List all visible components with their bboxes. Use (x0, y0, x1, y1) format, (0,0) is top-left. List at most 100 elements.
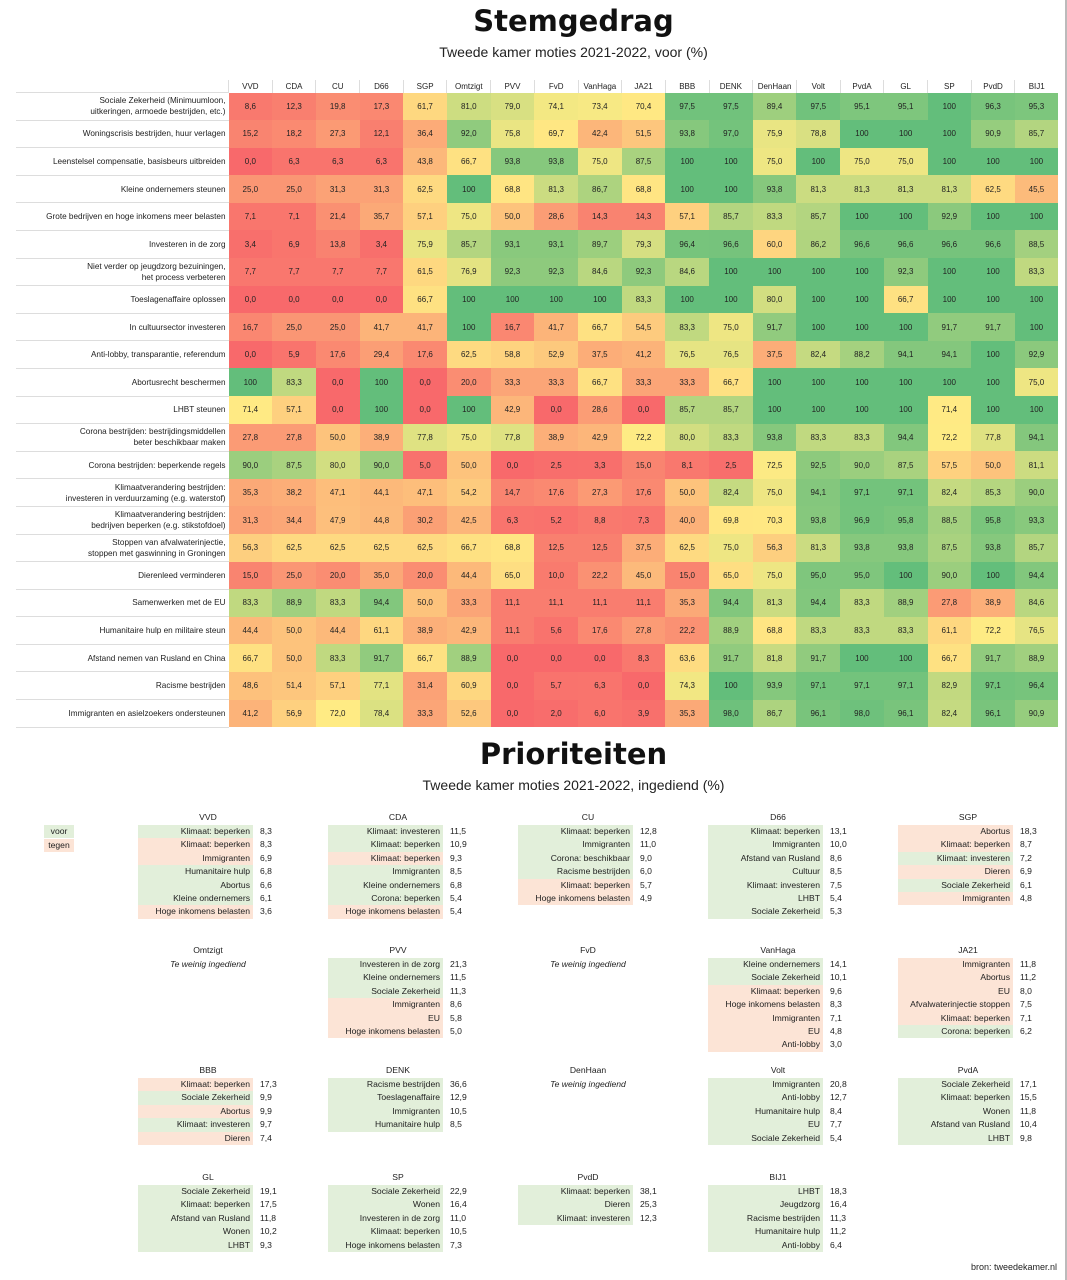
party-priority-block: CDA Klimaat: investeren 11,5 Klimaat: beper… (290, 812, 480, 922)
heatmap-cell: 92,3 (883, 258, 928, 286)
heatmap-cell: 0,0 (490, 699, 535, 728)
heatmap-cell: 44,8 (359, 506, 404, 534)
priority-label: Immigranten (138, 851, 253, 866)
heatmap-cell: 42,9 (578, 423, 622, 452)
priority-label: Humanitaire hulp (138, 865, 253, 879)
priority-value: 7,5 (830, 879, 842, 890)
party-name: SGP (958, 812, 978, 822)
heatmap-cell: 94,1 (927, 340, 972, 369)
heatmap-cell: 44,4 (315, 616, 360, 645)
heatmap-cell: 100 (796, 313, 841, 341)
priority-value: 7,5 (1020, 999, 1032, 1010)
heatmap-cell: 100 (883, 202, 928, 231)
heatmap-cell: 90,0 (228, 451, 273, 479)
heatmap-cell: 3,4 (228, 230, 273, 259)
heatmap-row: Racisme bestrijden 48,6 51,4 57,1 77,1 31,4 60… (16, 671, 1059, 701)
heatmap-cell: 69,7 (534, 120, 578, 148)
priority-value: 10,1 (830, 972, 847, 983)
heatmap-cell: 89,4 (752, 92, 797, 121)
heatmap-cell: 61,1 (359, 616, 404, 645)
priority-row: LHBT 18,3 (708, 1185, 860, 1199)
heatmap-cell: 62,5 (446, 340, 491, 369)
heatmap-cell: 62,5 (665, 534, 710, 562)
priority-value: 8,3 (830, 999, 842, 1010)
priority-label: Sociale Zekerheid (708, 905, 823, 919)
heatmap-cell: 85,7 (709, 396, 753, 424)
priority-value: 4,9 (640, 893, 652, 903)
column-header: SP (927, 80, 972, 93)
heatmap-cell: 97,5 (709, 92, 753, 121)
priority-row: Sociale Zekerheid 17,1 (898, 1078, 1050, 1092)
heatmap-cell: 61,5 (403, 258, 447, 286)
priority-value: 6,8 (260, 866, 272, 877)
heatmap-cell: 35,3 (665, 699, 710, 728)
priority-label: Afstand van Rusland (138, 1211, 253, 1226)
priority-label: Afstand van Rusland (898, 1118, 1013, 1132)
heatmap-cell: 94,1 (1014, 423, 1059, 452)
party-priority-block: DENK Racisme bestrijden 36,6 Toeslagenaffai… (290, 1065, 480, 1175)
heatmap-cell: 54,5 (621, 313, 666, 341)
priority-row: Klimaat: investeren 7,5 (708, 878, 860, 892)
priority-label: Klimaat: investeren (518, 1211, 633, 1226)
priority-label: Klimaat: beperken (328, 851, 443, 866)
heatmap-cell: 93,9 (752, 671, 797, 700)
priority-label: Klimaat: beperken (898, 1011, 1013, 1025)
priority-label: Humanitaire hulp (328, 1118, 443, 1132)
heatmap-cell: 8,1 (665, 451, 710, 479)
priority-value: 11,0 (450, 1212, 467, 1223)
priority-label: Klimaat: investeren (708, 878, 823, 892)
priority-row: Dieren 6,9 (898, 865, 1050, 879)
heatmap-cell: 28,6 (534, 202, 578, 231)
heatmap-cell: 85,7 (709, 202, 753, 231)
party-priority-block: CU Klimaat: beperken 12,8 Immigranten 11,0 Co… (480, 812, 670, 922)
heatmap-cell: 62,5 (359, 534, 404, 562)
priority-value: 12,8 (640, 826, 657, 836)
heatmap-cell: 85,7 (796, 202, 841, 231)
priority-value: 5,4 (450, 893, 462, 903)
priority-label: Dieren (518, 1198, 633, 1212)
priority-value: 7,1 (830, 1012, 842, 1023)
priority-label: LHBT (138, 1238, 253, 1252)
heatmap-cell: 42,5 (446, 506, 491, 534)
heatmap-cell: 33,3 (403, 699, 447, 728)
heatmap-cell: 86,7 (578, 175, 622, 203)
heatmap-cell: 83,3 (665, 313, 710, 341)
heatmap-cell: 76,5 (709, 340, 753, 369)
priority-value: 8,0 (1020, 985, 1032, 996)
priority-label: LHBT (708, 892, 823, 906)
party-priority-block: SP Sociale Zekerheid 22,9 Wonen 16,4 Invester… (290, 1172, 480, 1280)
priority-row: Anti-lobby 3,0 (708, 1038, 860, 1052)
heatmap-cell: 87,5 (927, 534, 972, 562)
party-priority-block: PVV Investeren in de zorg 21,3 Kleine onder… (290, 945, 480, 1055)
priority-row: Investeren in de zorg 21,3 (328, 958, 480, 972)
heatmap-cell: 75,9 (403, 230, 447, 259)
heatmap-cell: 41,7 (359, 313, 404, 341)
priority-row: Hoge inkomens belasten 4,9 (518, 892, 670, 906)
heatmap-cell: 33,3 (665, 368, 710, 397)
heatmap-cell: 82,4 (927, 699, 972, 728)
heatmap-cell: 100 (883, 120, 928, 148)
heatmap-cell: 75,0 (1014, 368, 1059, 397)
heatmap-cell: 61,1 (927, 616, 972, 645)
priority-label: Anti-lobby (708, 1038, 823, 1052)
heatmap-cell: 100 (359, 396, 404, 424)
heatmap-cell: 75,0 (446, 423, 491, 452)
priority-row: Hoge inkomens belasten 8,3 (708, 998, 860, 1012)
priority-label: Sociale Zekerheid (898, 878, 1013, 892)
priority-value: 8,3 (260, 826, 272, 836)
row-label: Klimaatverandering bestrijden: investere… (16, 478, 229, 507)
heatmap-cell: 82,9 (927, 671, 972, 700)
heatmap-cell: 48,6 (228, 671, 273, 700)
heatmap-cell: 36,4 (403, 120, 447, 148)
priority-value: 6,1 (1020, 879, 1032, 890)
heatmap-cell: 35,7 (359, 202, 404, 231)
priority-label: Investeren in de zorg (328, 958, 443, 972)
party-note: Te weinig ingediend (550, 1079, 626, 1089)
heatmap-cell: 27,8 (228, 423, 273, 452)
heatmap-cell: 7,7 (272, 258, 316, 286)
heatmap-cell: 66,7 (446, 534, 491, 562)
heatmap-cell: 75,0 (752, 147, 797, 176)
heatmap-cell: 95,0 (796, 561, 841, 590)
heatmap-cell: 11,1 (490, 616, 535, 645)
heatmap-cell: 6,9 (272, 230, 316, 259)
